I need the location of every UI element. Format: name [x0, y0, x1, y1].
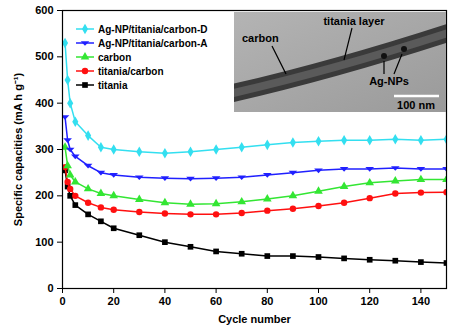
svg-text:200: 200	[35, 189, 53, 201]
svg-text:400: 400	[35, 97, 53, 109]
html-text:Ag-NP/titania/carbon-D: Ag-NP/titania/carbon-D	[98, 23, 208, 35]
svg-text:60: 60	[210, 295, 222, 307]
svg-text:500: 500	[35, 50, 53, 62]
svg-text:20: 20	[108, 295, 120, 307]
html-text:titania/carbon: titania/carbon	[98, 65, 164, 77]
svg-text:titania layer: titania layer	[323, 15, 385, 27]
svg-text:0: 0	[47, 282, 53, 294]
svg-text:40: 40	[159, 295, 171, 307]
svg-text:Cycle number: Cycle number	[218, 313, 291, 325]
html-text:Ag-NP/titania/carbon-A: Ag-NP/titania/carbon-A	[98, 37, 208, 49]
html-text:titania: titania	[98, 79, 128, 91]
svg-text:Specific capacities (mA h g⁻¹): Specific capacities (mA h g⁻¹)	[12, 72, 24, 226]
svg-text:100 nm: 100 nm	[397, 99, 435, 111]
svg-text:300: 300	[35, 143, 53, 155]
svg-text:80: 80	[261, 295, 273, 307]
svg-text:100: 100	[309, 295, 327, 307]
svg-text:120: 120	[361, 295, 379, 307]
svg-text:carbon: carbon	[242, 32, 279, 44]
svg-text:140: 140	[412, 295, 430, 307]
svg-text:600: 600	[35, 4, 53, 16]
html-text:carbon: carbon	[98, 51, 132, 63]
svg-text:0: 0	[59, 295, 65, 307]
svg-text:Ag-NPs: Ag-NPs	[369, 75, 409, 87]
svg-text:100: 100	[35, 236, 53, 248]
